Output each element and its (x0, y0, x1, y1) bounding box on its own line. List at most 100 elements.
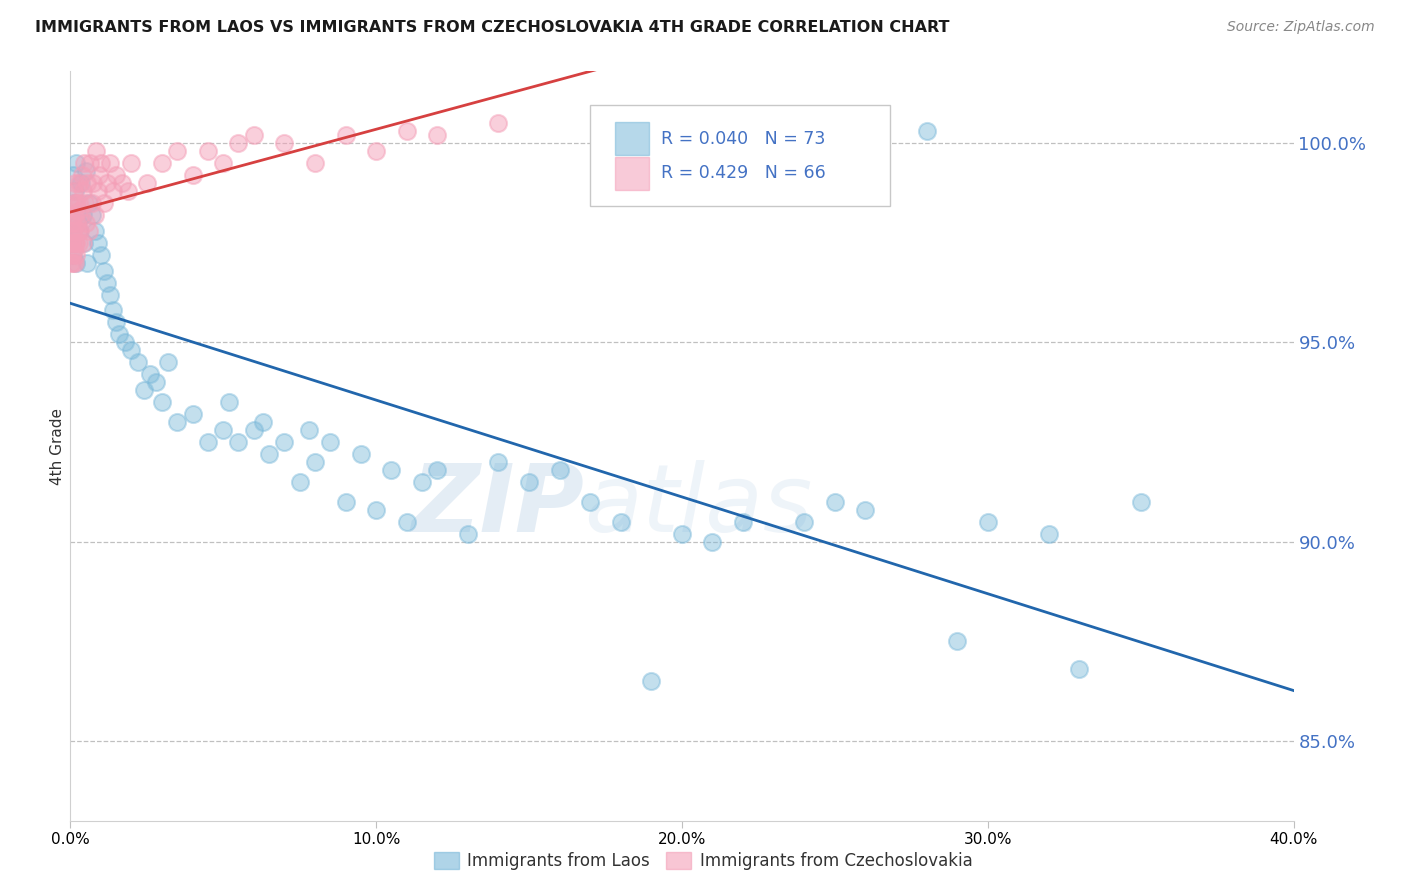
Point (243, 128, 266, 142)
Point (93, 263, 115, 277)
Point (70, 208, 93, 222)
Point (59, 235, 82, 250)
Point (212, 156, 235, 170)
Point (304, 455, 326, 469)
Point (273, 136, 295, 150)
Point (166, 144, 188, 158)
Point (87, 184, 110, 198)
Point (66, 216, 89, 230)
Point (60, 216, 83, 230)
Point (132, 383, 155, 397)
Point (319, 435, 342, 450)
Point (150, 156, 173, 170)
Point (82, 176, 104, 190)
Point (640, 674, 662, 689)
Point (288, 475, 311, 489)
Point (101, 303, 124, 318)
Point (731, 515, 754, 529)
Point (65, 176, 87, 190)
Point (72, 184, 94, 198)
Point (855, 502, 877, 516)
Point (395, 515, 418, 529)
Point (108, 327, 131, 342)
Point (89, 168, 111, 182)
Point (63, 195, 86, 210)
Text: Source: ZipAtlas.com: Source: ZipAtlas.com (1227, 20, 1375, 34)
Point (197, 435, 219, 450)
Point (139, 368, 162, 382)
Legend: Immigrants from Laos, Immigrants from Czechoslovakia: Immigrants from Laos, Immigrants from Cz… (427, 845, 979, 877)
Point (62, 248, 84, 262)
Point (80, 208, 103, 222)
Point (72, 208, 94, 222)
Point (96, 276, 118, 290)
Point (218, 395, 240, 409)
Point (197, 144, 219, 158)
Point (62, 224, 84, 238)
Point (457, 526, 479, 541)
Point (228, 435, 250, 450)
Text: ZIP: ZIP (411, 460, 583, 552)
Point (77, 224, 100, 238)
Point (60, 224, 83, 238)
Point (77, 195, 100, 210)
Point (824, 495, 846, 509)
Point (65, 235, 87, 250)
Point (69, 224, 91, 238)
Point (1069, 662, 1091, 676)
Point (62, 168, 84, 182)
Point (76, 255, 98, 269)
Point (793, 515, 815, 529)
Point (66, 224, 89, 238)
Point (98, 156, 121, 170)
Point (101, 184, 124, 198)
Point (65, 156, 87, 170)
Point (73, 156, 96, 170)
Point (181, 407, 204, 421)
Point (75, 216, 97, 230)
Point (548, 463, 571, 477)
Point (63, 235, 86, 250)
Point (411, 475, 433, 489)
Point (76, 176, 98, 190)
Point (72, 235, 94, 250)
Text: atlas: atlas (583, 460, 813, 551)
Point (114, 335, 136, 350)
Point (60, 248, 83, 262)
Point (67, 235, 90, 250)
Point (65, 248, 87, 262)
Text: IMMIGRANTS FROM LAOS VS IMMIGRANTS FROM CZECHOSLOVAKIA 4TH GRADE CORRELATION CHA: IMMIGRANTS FROM LAOS VS IMMIGRANTS FROM … (35, 20, 949, 35)
Point (111, 176, 134, 190)
Point (350, 447, 373, 461)
Point (65, 195, 87, 210)
Bar (614, 157, 650, 190)
Point (83, 208, 105, 222)
Point (335, 128, 357, 142)
Point (87, 235, 110, 250)
Point (426, 463, 449, 477)
Point (96, 176, 118, 190)
Point (98, 287, 121, 301)
Point (105, 168, 128, 182)
Text: R = 0.429   N = 66: R = 0.429 N = 66 (661, 164, 825, 182)
Point (63, 208, 86, 222)
Point (273, 435, 295, 450)
Point (67, 176, 90, 190)
Point (127, 355, 149, 369)
Y-axis label: 4th Grade: 4th Grade (49, 408, 65, 484)
Point (366, 144, 388, 158)
Point (121, 343, 143, 358)
Point (579, 495, 602, 509)
Point (105, 315, 128, 329)
Point (62, 255, 84, 269)
Point (488, 455, 510, 469)
Point (517, 475, 540, 489)
Point (145, 376, 167, 390)
Point (63, 184, 86, 198)
Point (84, 144, 107, 158)
Point (70, 176, 93, 190)
Point (366, 502, 388, 516)
Point (610, 515, 633, 529)
Point (90, 156, 112, 170)
Bar (614, 122, 650, 155)
